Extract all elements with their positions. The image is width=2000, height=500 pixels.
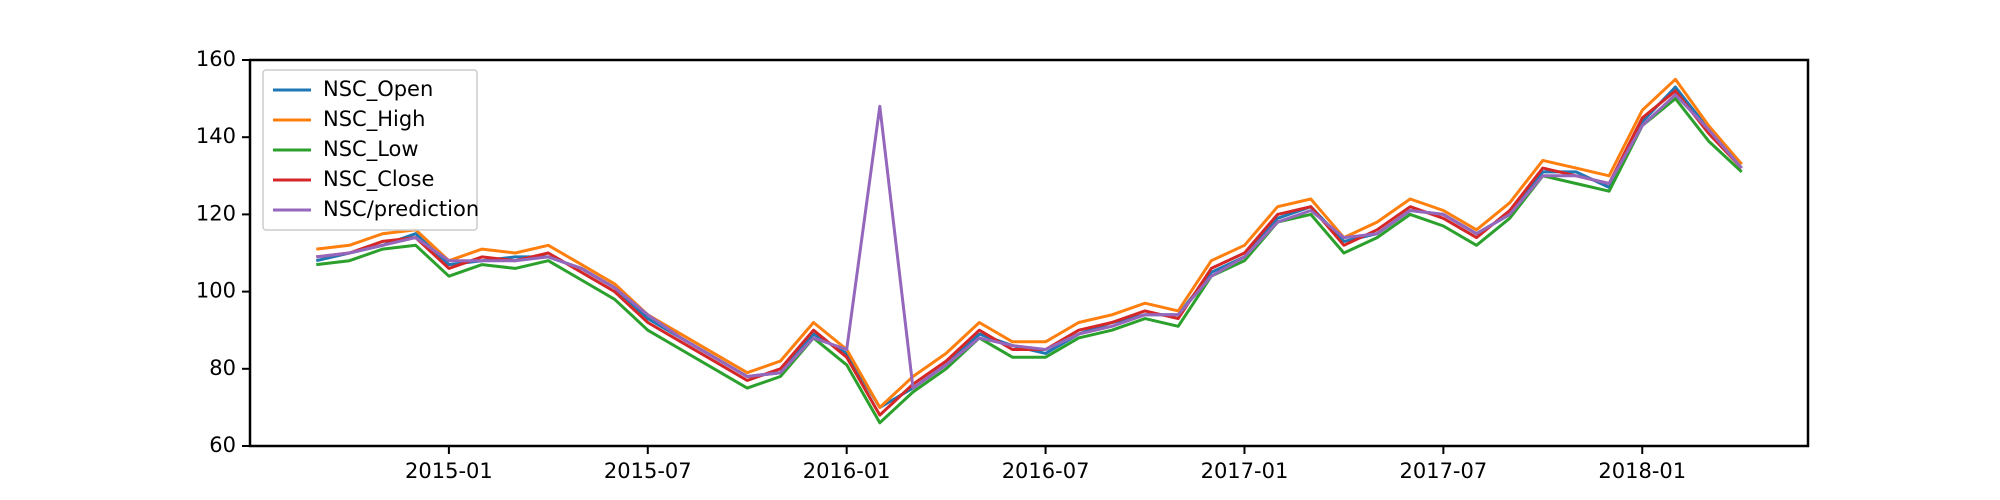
y-tick-label: 80 [209, 356, 236, 380]
x-tick-label: 2017-07 [1399, 459, 1487, 483]
legend-box [262, 69, 478, 231]
series-line [315, 85, 1743, 409]
series-line [316, 89, 1743, 417]
legend-label: NSC_Low [323, 137, 419, 162]
series-line [316, 93, 1743, 390]
series-line [316, 77, 1743, 409]
x-tick-label: 2016-01 [803, 459, 891, 483]
legend-label: NSC/prediction [323, 197, 479, 221]
y-tick-label: 120 [196, 201, 236, 225]
legend-label: NSC_Open [323, 77, 433, 102]
legend-label: NSC_High [323, 107, 425, 132]
x-tick-label: 2015-07 [604, 459, 692, 483]
plot-frame [248, 58, 1810, 448]
legend-label: NSC_Close [323, 167, 434, 192]
y-tick-label: 140 [196, 124, 236, 148]
x-tick-label: 2016-07 [1002, 459, 1090, 483]
y-tick-label: 60 [209, 433, 236, 457]
x-tick-label: 2015-01 [405, 459, 493, 483]
x-tick-label: 2018-01 [1598, 459, 1686, 483]
x-tick-label: 2017-01 [1201, 459, 1289, 483]
series-line [316, 97, 1743, 425]
y-tick-label: 100 [196, 279, 236, 303]
y-tick-label: 160 [196, 47, 236, 71]
